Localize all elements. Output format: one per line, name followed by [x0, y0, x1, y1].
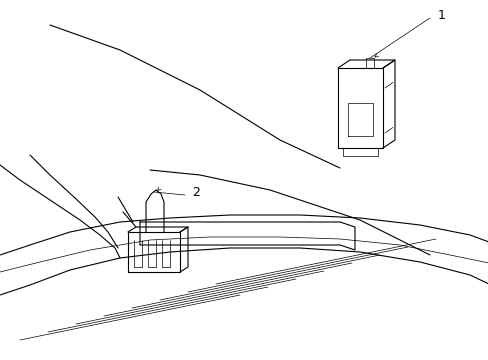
Text: 2: 2 — [192, 185, 200, 198]
Text: 1: 1 — [437, 9, 445, 22]
